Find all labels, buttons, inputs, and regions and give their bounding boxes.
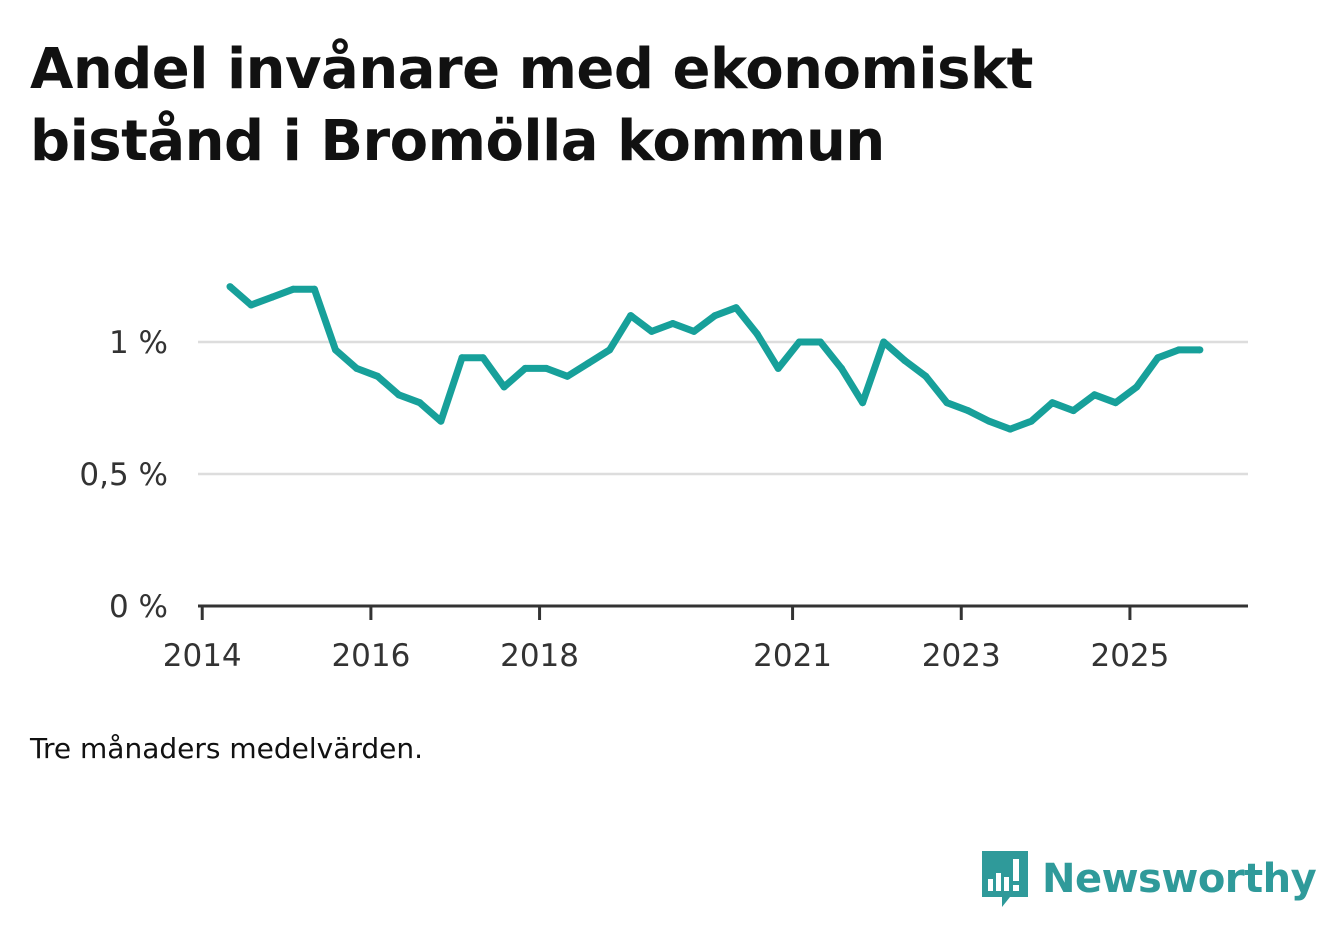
data-point <box>332 346 339 354</box>
data-point <box>500 383 508 391</box>
data-point <box>1154 354 1162 362</box>
data-point <box>648 327 656 335</box>
x-tick-label: 2023 <box>922 638 1001 674</box>
x-tick-label: 2021 <box>753 638 832 674</box>
data-point <box>1069 407 1077 415</box>
data-point <box>1112 399 1120 407</box>
gridlines <box>198 340 1248 476</box>
data-point <box>732 304 740 312</box>
data-point <box>1175 346 1183 354</box>
data-point <box>289 285 297 293</box>
data-point <box>1048 399 1056 407</box>
data-point <box>226 283 234 291</box>
series-group <box>226 283 1204 433</box>
footnote: Tre månaders medelvärden. <box>30 732 424 765</box>
data-point <box>964 407 972 415</box>
data-point <box>774 364 782 372</box>
data-point <box>627 312 635 320</box>
data-point <box>753 330 761 338</box>
data-point <box>816 338 824 346</box>
x-axis-ticks: 2014 2016 2018 2021 2023 2025 <box>163 606 1169 674</box>
data-point <box>479 354 487 362</box>
newsworthy-logo-icon <box>982 851 1028 907</box>
data-point <box>795 338 803 346</box>
y-tick-label: 1 % <box>109 325 168 361</box>
data-point <box>1091 391 1098 399</box>
newsworthy-logo[interactable]: Newsworthy <box>980 848 1317 910</box>
data-point <box>416 399 424 407</box>
data-point <box>901 357 909 364</box>
data-point <box>437 417 445 425</box>
data-point <box>943 399 951 407</box>
x-tick-label: 2016 <box>331 638 410 674</box>
data-point <box>585 359 592 367</box>
data-point <box>458 354 466 362</box>
data-point <box>606 346 614 354</box>
data-point <box>353 364 361 372</box>
data-point <box>374 372 382 380</box>
data-point <box>922 372 930 380</box>
data-point <box>1196 346 1204 354</box>
data-point <box>1006 425 1014 433</box>
data-point <box>1133 383 1141 391</box>
series-line <box>227 283 1200 433</box>
data-point <box>542 364 550 372</box>
data-point <box>711 312 719 320</box>
data-point <box>395 391 403 399</box>
data-point <box>310 285 318 293</box>
x-tick-label: 2014 <box>163 638 242 674</box>
brand-name: Newsworthy <box>1042 856 1317 902</box>
data-point <box>268 293 276 301</box>
data-point <box>880 338 888 346</box>
x-tick-label: 2018 <box>500 638 579 674</box>
data-point <box>859 399 867 407</box>
data-point <box>1027 417 1035 425</box>
data-point <box>521 364 529 372</box>
data-point <box>838 364 845 372</box>
data-point <box>669 320 677 327</box>
y-tick-label: 0,5 % <box>79 457 168 493</box>
data-point <box>690 327 698 335</box>
data-point <box>563 372 571 380</box>
y-axis-ticks: 0 % 0,5 % 1 % <box>79 325 168 625</box>
chart-title: Andel invånare med ekonomiskt bistånd i … <box>30 37 1033 174</box>
data-point <box>985 417 993 425</box>
data-point <box>247 301 255 309</box>
y-tick-label: 0 % <box>109 589 168 625</box>
x-tick-label: 2025 <box>1090 638 1169 674</box>
line-chart: 0 % 0,5 % 1 % 2014 2016 2018 2021 2023 2025 <box>79 283 1248 674</box>
